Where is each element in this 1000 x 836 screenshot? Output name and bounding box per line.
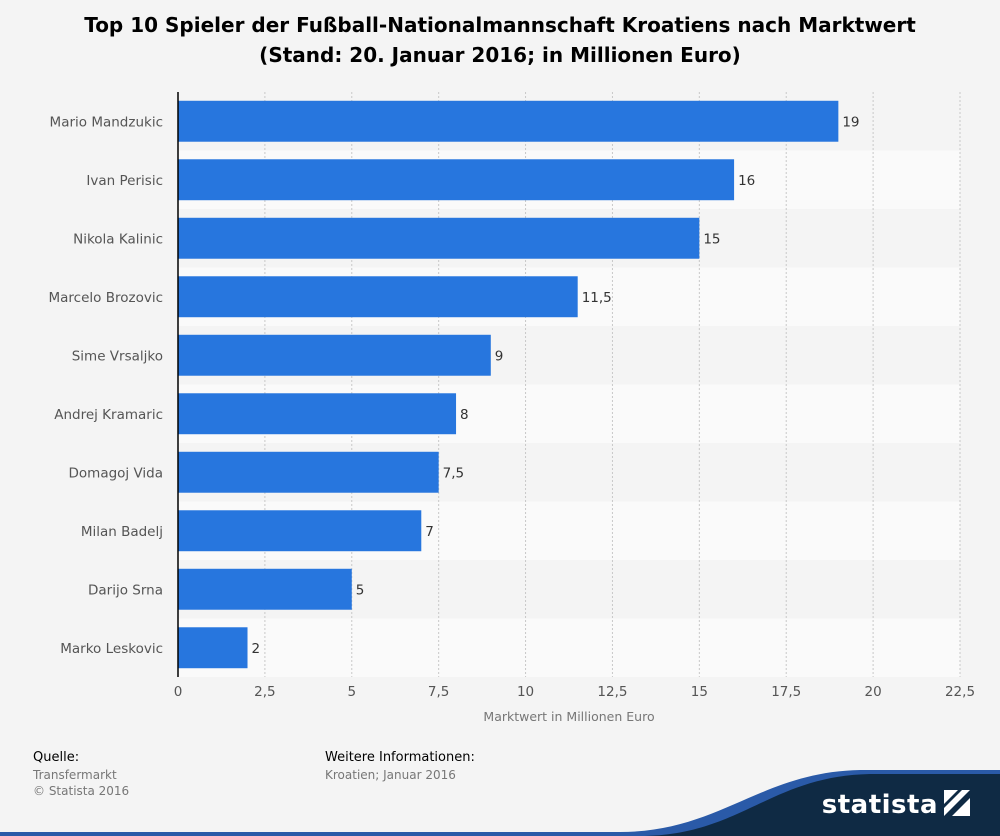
source-line: Transfermarkt bbox=[33, 768, 117, 782]
x-tick-label: 0 bbox=[174, 684, 183, 700]
category-label: Nikola Kalinic bbox=[73, 231, 163, 247]
category-label: Mario Mandzukic bbox=[50, 114, 163, 130]
x-tick-label: 10 bbox=[517, 684, 534, 700]
value-label: 8 bbox=[460, 407, 469, 423]
info-line: Kroatien; Januar 2016 bbox=[325, 768, 456, 782]
x-tick-label: 7,5 bbox=[428, 684, 449, 700]
bar[interactable] bbox=[178, 393, 457, 435]
statista-logo-text[interactable]: statista bbox=[821, 790, 938, 820]
value-labels: 19 16 15 11,5 9 8 7,5 7 5 2 bbox=[252, 114, 860, 657]
bar[interactable] bbox=[178, 451, 439, 493]
x-tick-label: 12,5 bbox=[597, 684, 627, 700]
info-text: Kroatien; Januar 2016 bbox=[325, 767, 456, 783]
source-heading: Quelle: bbox=[33, 750, 80, 765]
chart-title-line-1: Top 10 Spieler der Fußball-Nationalmanns… bbox=[84, 13, 916, 37]
value-label: 15 bbox=[703, 231, 720, 247]
info-heading: Weitere Informationen: bbox=[325, 750, 475, 765]
value-label: 11,5 bbox=[582, 290, 612, 306]
bar[interactable] bbox=[178, 627, 248, 669]
bar[interactable] bbox=[178, 217, 700, 259]
category-label: Marko Leskovic bbox=[60, 641, 163, 657]
x-tick-label: 20 bbox=[865, 684, 882, 700]
x-tick-labels: 0 2,5 5 7,5 10 12,5 15 17,5 20 22,5 bbox=[174, 684, 975, 700]
bar[interactable] bbox=[178, 100, 839, 142]
category-label: Ivan Perisic bbox=[86, 173, 163, 189]
x-tick-label: 2,5 bbox=[254, 684, 275, 700]
value-label: 7,5 bbox=[443, 465, 464, 481]
category-label: Marcelo Brozovic bbox=[49, 290, 164, 306]
category-label: Sime Vrsaljko bbox=[72, 348, 163, 364]
x-axis-title: Marktwert in Millionen Euro bbox=[483, 709, 654, 724]
statista-logo-icon[interactable] bbox=[944, 790, 970, 816]
x-tick-label: 22,5 bbox=[945, 684, 975, 700]
category-label: Milan Badelj bbox=[81, 524, 163, 540]
category-labels: Mario Mandzukic Ivan Perisic Nikola Kalini… bbox=[49, 114, 164, 657]
brand-wave bbox=[0, 770, 1000, 836]
bars bbox=[178, 100, 839, 669]
bar[interactable] bbox=[178, 159, 735, 201]
bar[interactable] bbox=[178, 334, 491, 376]
x-tick-label: 15 bbox=[691, 684, 708, 700]
category-label: Andrej Kramaric bbox=[54, 407, 163, 423]
source-text: Transfermarkt © Statista 2016 bbox=[33, 767, 129, 799]
bar[interactable] bbox=[178, 510, 422, 552]
value-label: 7 bbox=[425, 524, 434, 540]
copyright-line: © Statista 2016 bbox=[33, 784, 130, 798]
value-label: 2 bbox=[252, 641, 261, 657]
bar-chart: Mario Mandzukic Ivan Perisic Nikola Kalini… bbox=[49, 92, 975, 724]
bar[interactable] bbox=[178, 276, 578, 318]
x-tick-label: 17,5 bbox=[771, 684, 801, 700]
value-label: 5 bbox=[356, 582, 365, 598]
category-label: Domagoj Vida bbox=[69, 465, 163, 481]
row-band bbox=[178, 618, 960, 677]
value-label: 9 bbox=[495, 348, 504, 364]
value-label: 16 bbox=[738, 173, 755, 189]
category-label: Darijo Srna bbox=[88, 582, 163, 598]
bar[interactable] bbox=[178, 568, 352, 610]
x-tick-label: 5 bbox=[347, 684, 356, 700]
chart-title: Top 10 Spieler der Fußball-Nationalmanns… bbox=[0, 10, 1000, 70]
chart-title-line-2: (Stand: 20. Januar 2016; in Millionen Eu… bbox=[259, 43, 741, 67]
value-label: 19 bbox=[842, 114, 859, 130]
